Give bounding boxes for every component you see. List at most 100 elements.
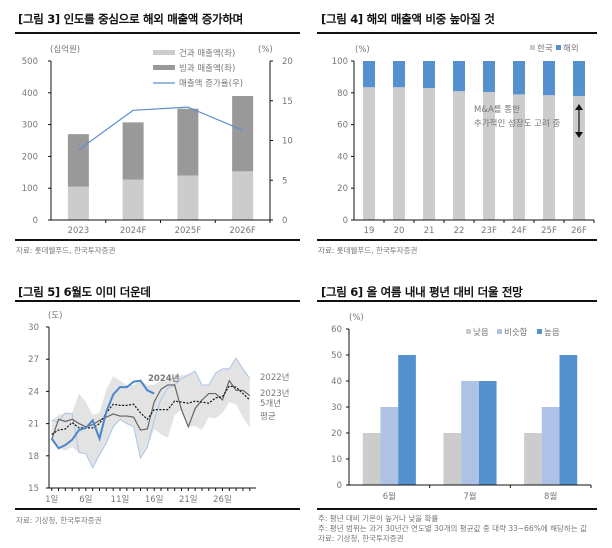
fig4-legend-label: 한국 [537, 44, 553, 54]
fig6-top-rule [317, 300, 597, 302]
fig5-label-avg-2: 평균 [260, 411, 276, 422]
fig3-y-tick-label: 0 [33, 216, 38, 226]
fig3-y-axis-label: (십억원) [50, 44, 80, 55]
fig3-bar-건과 매출액(좌) [177, 175, 199, 220]
fig5-y-tick-label: 24 [28, 387, 39, 397]
fig4-x-tick-label: 19 [364, 226, 375, 236]
fig6-bar-낮음 [362, 433, 381, 485]
fig4-bar-한국 [513, 94, 525, 220]
fig6-legend-label: 비슷함 [504, 328, 528, 338]
fig6-y-tick-label: 60 [331, 325, 342, 335]
fig4-bar-해외 [573, 61, 585, 96]
fig3-bottom-rule [15, 239, 300, 241]
fig4-bar-한국 [393, 87, 405, 220]
fig6-bar-높음 [559, 355, 578, 485]
fig4-bottom-rule [317, 239, 597, 241]
fig4-bar-해외 [453, 61, 465, 92]
fig6-y-tick-label: 50 [331, 351, 342, 361]
fig5-bottom-rule [15, 508, 300, 510]
fig6-y-tick-label: 40 [331, 377, 342, 387]
fig6-x-tick-label: 6월 [383, 491, 396, 502]
fig6-bar-비슷함 [541, 407, 560, 485]
fig6-note-2: 주: 평년 범위는 과거 30년간 연도별 30개의 평균값 중 대략 33~6… [318, 524, 588, 533]
fig4-x-tick-label: 20 [394, 226, 405, 236]
fig4-y-tick-label: 0 [343, 216, 348, 226]
fig5-y-tick-label: 27 [28, 355, 39, 365]
fig6-y-tick-label: 0 [337, 481, 342, 491]
fig4-bar-해외 [483, 61, 495, 93]
fig3-y2-tick-label: 0 [282, 216, 287, 226]
fig3-x-tick-label: 2023 [68, 226, 90, 236]
fig3-growth-line [78, 106, 243, 151]
fig6-y-tick-label: 30 [331, 403, 342, 413]
fig3-bar-빙과 매출액(좌) [67, 134, 89, 187]
fig4-bar-한국 [543, 95, 555, 220]
fig3-y2-tick-label: 5 [282, 176, 287, 186]
fig3-y-tick-label: 300 [22, 121, 38, 131]
fig4-bar-한국 [483, 92, 495, 220]
fig6-bar-비슷함 [380, 407, 399, 485]
fig5-y-tick-label: 30 [28, 323, 39, 333]
fig6-bottom-rule [317, 508, 597, 510]
fig4-x-tick-label: 24F [511, 226, 527, 236]
fig3-y-tick-label: 100 [22, 184, 38, 194]
fig4-arrow-up-icon [575, 104, 583, 110]
fig3-y2-tick-label: 20 [282, 57, 293, 67]
fig4-bar-한국 [363, 87, 375, 220]
fig6-legend-swatch [537, 329, 542, 334]
fig3-y2-tick-label: 10 [282, 137, 293, 147]
fig4-y-tick-label: 20 [337, 184, 348, 194]
fig4-bar-해외 [513, 61, 525, 95]
fig3-bar-건과 매출액(좌) [232, 171, 254, 220]
fig5-line-2024년 [50, 379, 155, 450]
fig6-title: [그림 6] 올 여름 내내 평년 대비 더울 전망 [321, 285, 523, 299]
fig3-bar-빙과 매출액(좌) [177, 108, 199, 176]
fig4-y-tick-label: 40 [337, 152, 348, 162]
fig5-x-tick-label: 21일 [179, 495, 198, 505]
fig3-top-rule [15, 32, 300, 34]
fig4-x-tick-label: 26F [571, 226, 587, 236]
fig5-title: [그림 5] 6월도 이미 더운데 [18, 285, 151, 299]
fig6-legend-swatch [466, 329, 471, 334]
fig3-bar-빙과 매출액(좌) [122, 122, 144, 180]
fig3-bar-빙과 매출액(좌) [232, 95, 254, 172]
fig4-y-tick-label: 80 [337, 89, 348, 99]
fig4-source: 자료: 롯데웰푸드, 한국투자증권 [318, 246, 418, 255]
fig4-annotation-line-1: M&A를 통한 [474, 105, 520, 115]
fig4-annotation-line-2: 추가적인 성장도 고려 중 [474, 118, 560, 129]
fig3-x-tick-label: 2024F [120, 226, 147, 236]
fig4-legend-swatch [556, 45, 561, 50]
fig3-x-tick-label: 2026F [229, 226, 256, 236]
fig5-x-tick-label: 6일 [79, 495, 92, 505]
fig6-x-tick-label: 8월 [544, 491, 557, 502]
fig6-note-1: 주: 평년 대비 기온이 높거나 낮을 확률 [318, 514, 439, 523]
fig5-x-tick-label: 11일 [111, 495, 130, 505]
fig5-x-tick-label: 26일 [213, 495, 232, 505]
fig3-bar-건과 매출액(좌) [67, 186, 89, 220]
fig4-bar-해외 [393, 61, 405, 88]
fig5-source: 자료: 기상청, 한국투자증권 [16, 516, 102, 525]
fig3-title: [그림 3] 인도를 중심으로 해외 매출액 증가하며 [18, 12, 243, 26]
fig4-bar-한국 [573, 95, 585, 220]
fig3-legend-swatch [153, 50, 175, 55]
fig4-y-tick-label: 100 [332, 57, 348, 67]
fig5-label-avg-1: 5개년 [260, 398, 281, 409]
fig5-label-2022: 2022년 [260, 372, 289, 383]
fig6-x-tick-label: 7월 [463, 491, 476, 502]
fig3-legend-swatch [153, 65, 175, 70]
fig4-legend-label: 해외 [563, 43, 579, 54]
fig5-line-2023년 [51, 379, 251, 440]
fig5-y-axis-label: (도) [48, 311, 62, 321]
fig4-bar-해외 [363, 61, 375, 88]
fig6-y-axis-label: (%) [349, 313, 364, 323]
fig3-y-tick-label: 400 [22, 89, 38, 99]
fig4-y-axis-label: (%) [355, 45, 370, 55]
fig3-y-tick-label: 500 [22, 57, 38, 67]
fig4-x-tick-label: 23F [481, 226, 497, 236]
fig5-label-2024: 2024년 [148, 373, 180, 384]
fig6-bar-높음 [398, 355, 416, 485]
fig5-x-tick-label: 1일 [45, 495, 58, 505]
fig3-y-tick-label: 200 [22, 152, 38, 162]
fig6-y-tick-label: 20 [331, 429, 342, 439]
